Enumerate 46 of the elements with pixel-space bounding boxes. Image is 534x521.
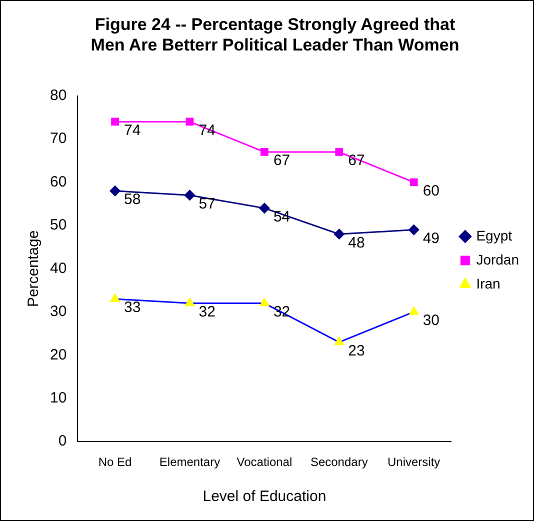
y-axis-title: Percentage — [25, 230, 42, 308]
point — [334, 336, 344, 346]
y-tick-label: 20 — [50, 346, 67, 364]
x-tick-label: Elementary — [159, 455, 220, 470]
point — [335, 148, 344, 156]
x-tick-label: Vocational — [236, 455, 292, 470]
point — [260, 298, 270, 306]
data-label: 30 — [422, 312, 440, 330]
data-label: 67 — [273, 152, 290, 170]
point — [259, 202, 270, 214]
data-label: 33 — [124, 299, 141, 316]
point — [334, 228, 344, 240]
point — [260, 148, 268, 156]
x-axis-title: Level of Education — [202, 488, 326, 506]
x-tick-label: No Ed — [98, 455, 132, 470]
point — [110, 294, 120, 302]
x-tick-label: Secondary — [310, 455, 368, 470]
point — [184, 190, 195, 200]
point — [110, 186, 120, 196]
point — [185, 298, 194, 306]
data-label: 74 — [124, 122, 141, 139]
legend-label: Jordan — [476, 251, 520, 268]
y-tick-label: 40 — [50, 260, 67, 277]
y-tick-label: 0 — [58, 432, 67, 450]
point — [410, 178, 418, 186]
legend-label: Egypt — [476, 227, 512, 244]
legend-label: Iran — [476, 275, 500, 292]
point — [111, 118, 119, 126]
data-label: 57 — [198, 195, 216, 212]
y-tick-label: 30 — [50, 303, 67, 320]
data-label: 32 — [198, 303, 216, 320]
y-tick-label: 80 — [50, 86, 67, 104]
data-label: 60 — [422, 182, 440, 200]
point — [409, 306, 418, 315]
data-label: 58 — [124, 191, 141, 208]
data-label: 48 — [348, 234, 365, 252]
chart-title: Figure 24 -- Percentage Strongly Agreed that Men Are Betterr Political Leader Than Women — [90, 14, 460, 54]
y-tick-label: 50 — [50, 216, 67, 234]
point — [408, 224, 420, 236]
data-label: 49 — [422, 230, 440, 247]
point — [186, 118, 194, 126]
y-tick-label: 60 — [50, 173, 67, 190]
data-label: 23 — [348, 342, 365, 360]
y-tick-label: 10 — [50, 390, 67, 407]
x-tick-label: University — [388, 455, 440, 470]
y-tick-label: 70 — [50, 130, 67, 148]
